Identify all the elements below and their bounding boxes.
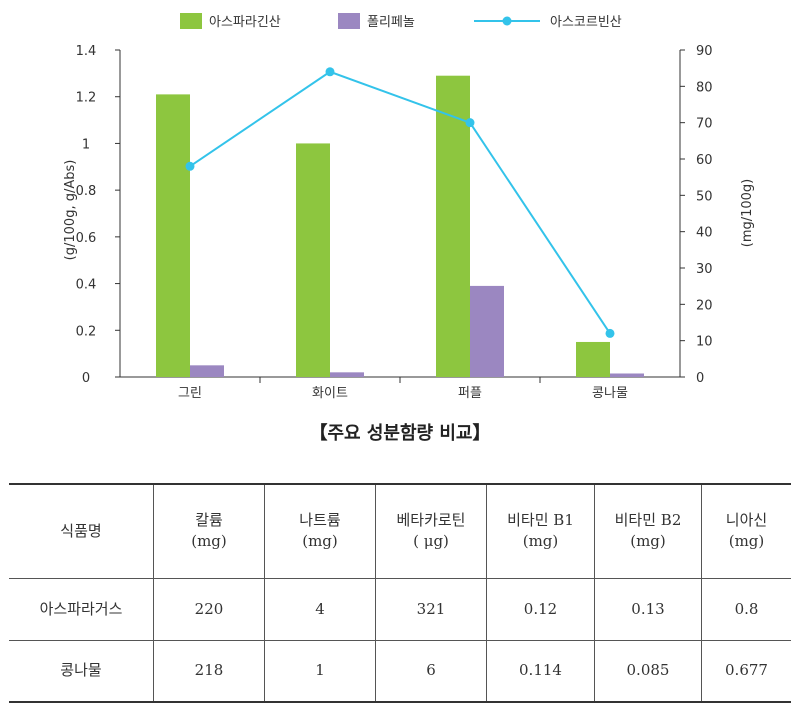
chart: 0 0.2 0.4 0.6 0.8 1 1.2 1.4 0 10 20 30 40 50 60 70 80 90 (…	[63, 13, 755, 400]
y-right-tick-label: 20	[696, 298, 713, 313]
point-ascorbic-acid	[605, 328, 615, 338]
y-right-tick-label: 50	[696, 189, 713, 204]
y-left-tick-label: 0	[82, 371, 90, 386]
point-ascorbic-acid	[185, 161, 195, 171]
bar-polyphenol	[330, 372, 364, 377]
y-left-axis-label: (g/100g, g/Abs)	[63, 160, 78, 261]
cell-food-name: 콩나물	[9, 640, 154, 702]
cell-vitamin-b1: 0.114	[486, 640, 595, 702]
table-header-row: 식품명 칼륨 (mg) 나트륨 (mg) 베타카로틴( μg) 비타민 B1 (mg)…	[9, 484, 791, 578]
y-right-tick-label: 90	[696, 44, 713, 59]
bar-polyphenol	[470, 285, 504, 377]
cell-food-name: 아스파라거스	[9, 578, 154, 640]
legend-swatch	[180, 13, 202, 29]
y-right-tick-label: 10	[696, 335, 713, 350]
y-left-tick-label: 0.6	[76, 231, 97, 246]
y-left-tick-label: 0.8	[76, 184, 97, 199]
chart-caption: 【주요 성분함량 비교】	[309, 423, 491, 444]
legend-label: 폴리페놀	[367, 15, 415, 30]
y-right-tick-label: 0	[696, 371, 704, 386]
bar-asparagine	[156, 94, 190, 377]
header-food-name: 식품명	[9, 484, 154, 578]
header-beta-carotene: 베타카로틴( μg)	[375, 484, 487, 578]
cell-vitamin-b1: 0.12	[486, 578, 595, 640]
bar-asparagine	[296, 143, 330, 377]
y-left-tick-label: 1.4	[76, 44, 97, 59]
y-right-tick-label: 40	[696, 226, 713, 241]
cell-beta-carotene: 6	[375, 640, 487, 702]
legend-swatch	[338, 13, 360, 29]
y-right-tick-label: 30	[696, 262, 713, 277]
y-left-tick-label: 1	[82, 137, 90, 152]
x-tick-label: 그린	[178, 386, 202, 400]
bar-polyphenol	[190, 365, 224, 377]
y-left-tick-label: 1.2	[76, 91, 97, 106]
table-row: 콩나물 218 1 6 0.114 0.085 0.677	[9, 640, 791, 702]
cell-vitamin-b2: 0.085	[594, 640, 702, 702]
header-sodium: 나트륨 (mg)	[264, 484, 376, 578]
nutrition-table: 식품명 칼륨 (mg) 나트륨 (mg) 베타카로틴( μg) 비타민 B1 (mg)…	[9, 483, 791, 703]
cell-vitamin-b2: 0.13	[594, 578, 702, 640]
cell-sodium: 4	[264, 578, 376, 640]
cell-sodium: 1	[264, 640, 376, 702]
bar-polyphenol	[610, 373, 644, 377]
line-ascorbic-acid	[189, 70, 611, 334]
point-ascorbic-acid	[325, 67, 335, 77]
table-row: 아스파라거스 220 4 321 0.12 0.13 0.8	[9, 578, 791, 640]
x-tick-label: 콩나물	[592, 386, 628, 400]
legend-label: 아스파라긴산	[209, 15, 281, 30]
y-left-tick-label: 0.4	[76, 278, 97, 293]
header-potassium: 칼륨 (mg)	[153, 484, 265, 578]
y-right-tick-label: 70	[696, 117, 713, 132]
y-right-tick-label: 60	[696, 153, 713, 168]
header-vitamin-b2: 비타민 B2 (mg)	[594, 484, 702, 578]
cell-potassium: 218	[153, 640, 265, 702]
header-vitamin-b1: 비타민 B1 (mg)	[486, 484, 595, 578]
header-niacin: 니아신 (mg)	[725, 511, 768, 551]
cell-potassium: 220	[153, 578, 265, 640]
legend-label: 아스코르빈산	[550, 15, 622, 30]
bar-asparagine	[576, 341, 610, 377]
bar-asparagine	[436, 75, 470, 377]
legend-swatch-marker	[502, 16, 512, 26]
cell-niacin: 0.677	[725, 661, 768, 680]
y-left-tick-label: 0.2	[76, 324, 97, 339]
y-right-axis-label: (mg/100g)	[740, 179, 755, 248]
point-ascorbic-acid	[465, 118, 475, 128]
y-right-tick-label: 80	[696, 80, 713, 95]
x-tick-label: 퍼플	[458, 386, 482, 400]
cell-beta-carotene: 321	[375, 578, 487, 640]
cell-niacin: 0.8	[734, 599, 759, 618]
x-tick-label: 화이트	[312, 386, 348, 400]
